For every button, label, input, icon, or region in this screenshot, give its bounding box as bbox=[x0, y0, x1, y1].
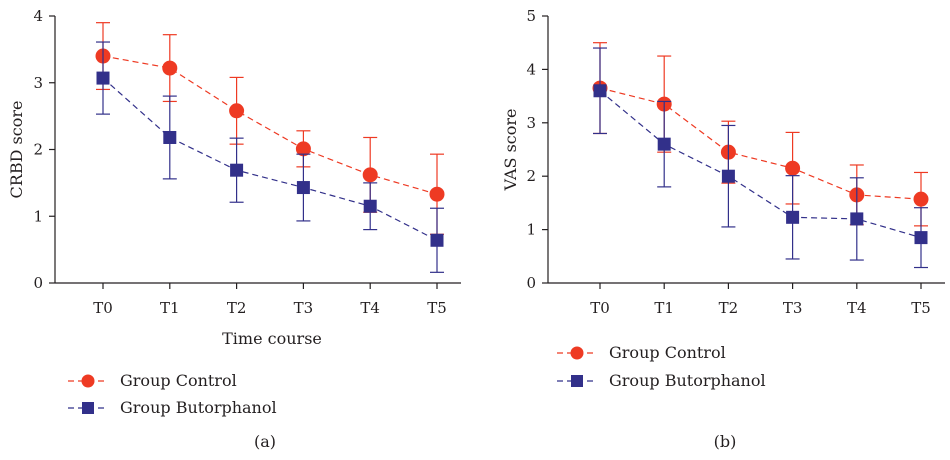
y-tick-label: 0 bbox=[526, 274, 536, 292]
x-tick-label: T2 bbox=[719, 299, 739, 317]
data-point bbox=[430, 233, 444, 247]
data-point bbox=[96, 71, 110, 85]
legend-marker bbox=[82, 402, 94, 414]
data-point bbox=[593, 84, 607, 98]
x-tick-label: T4 bbox=[847, 299, 867, 317]
series-control bbox=[592, 42, 929, 227]
data-point bbox=[295, 141, 311, 157]
y-tick-label: 3 bbox=[526, 114, 536, 132]
data-point bbox=[363, 199, 377, 213]
legend-marker bbox=[81, 374, 95, 388]
series-line bbox=[599, 87, 922, 200]
y-axis-label: CRBD score bbox=[7, 101, 26, 199]
panel-a: 0 1 2 3 4 T0 T1 T2 T3 T4 T5 CRBD score Time course Gr… bbox=[7, 7, 461, 451]
legend-label: Group Butorphanol bbox=[120, 398, 277, 417]
y-tick-label: 4 bbox=[33, 7, 43, 25]
data-point bbox=[721, 169, 735, 183]
series-line bbox=[102, 77, 438, 241]
data-point bbox=[913, 191, 929, 207]
x-tick-label: T3 bbox=[294, 299, 314, 317]
y-axis-label: VAS score bbox=[501, 109, 520, 192]
legend-marker bbox=[571, 375, 583, 387]
x-tick-label: T5 bbox=[427, 299, 447, 317]
legend-label: Group Control bbox=[609, 343, 726, 362]
data-point bbox=[362, 167, 378, 183]
y-tick-label: 1 bbox=[526, 221, 536, 239]
data-point bbox=[786, 210, 800, 224]
series-line bbox=[102, 55, 438, 195]
legend-label: Group Control bbox=[120, 371, 237, 390]
x-tick-label: T0 bbox=[93, 299, 113, 317]
legend-entry: Group Butorphanol bbox=[68, 398, 277, 417]
y-tick-label: 3 bbox=[33, 74, 43, 92]
y-tick-label: 0 bbox=[33, 274, 43, 292]
series-control bbox=[95, 22, 445, 235]
data-point bbox=[914, 231, 928, 245]
panel-label: (b) bbox=[714, 432, 737, 451]
legend-entry: Group Butorphanol bbox=[557, 371, 766, 390]
data-point bbox=[230, 163, 244, 177]
panel-b: 0 1 2 3 4 5 T0 T1 T2 T3 T4 T5 VAS score Group Control… bbox=[501, 7, 945, 451]
data-point bbox=[785, 160, 801, 176]
legend-entry: Group Control bbox=[68, 371, 237, 390]
series-butorphanol bbox=[96, 41, 444, 273]
data-point bbox=[163, 130, 177, 144]
x-tick-label: T2 bbox=[227, 299, 247, 317]
x-tick-label: T1 bbox=[160, 299, 180, 317]
legend-entry: Group Control bbox=[557, 343, 726, 362]
y-tick-label: 5 bbox=[526, 7, 536, 25]
data-point bbox=[229, 103, 245, 119]
y-tick-label: 1 bbox=[33, 207, 43, 225]
data-point bbox=[296, 181, 310, 195]
x-axis-label: Time course bbox=[222, 329, 322, 348]
y-tick-label: 4 bbox=[526, 60, 536, 78]
legend-marker bbox=[570, 346, 584, 360]
x-tick-label: T4 bbox=[360, 299, 380, 317]
y-tick-label: 2 bbox=[526, 167, 536, 185]
y-tick-label: 2 bbox=[33, 141, 43, 159]
data-point bbox=[429, 186, 445, 202]
x-tick-label: T5 bbox=[911, 299, 931, 317]
series-line bbox=[599, 90, 922, 239]
data-point bbox=[657, 137, 671, 151]
panel-label: (a) bbox=[254, 432, 276, 451]
series-butorphanol bbox=[593, 47, 928, 269]
x-tick-label: T3 bbox=[783, 299, 803, 317]
x-tick-label: T1 bbox=[654, 299, 674, 317]
data-point bbox=[850, 212, 864, 226]
x-tick-label: T0 bbox=[590, 299, 610, 317]
data-point bbox=[162, 60, 178, 76]
legend-label: Group Butorphanol bbox=[609, 371, 766, 390]
